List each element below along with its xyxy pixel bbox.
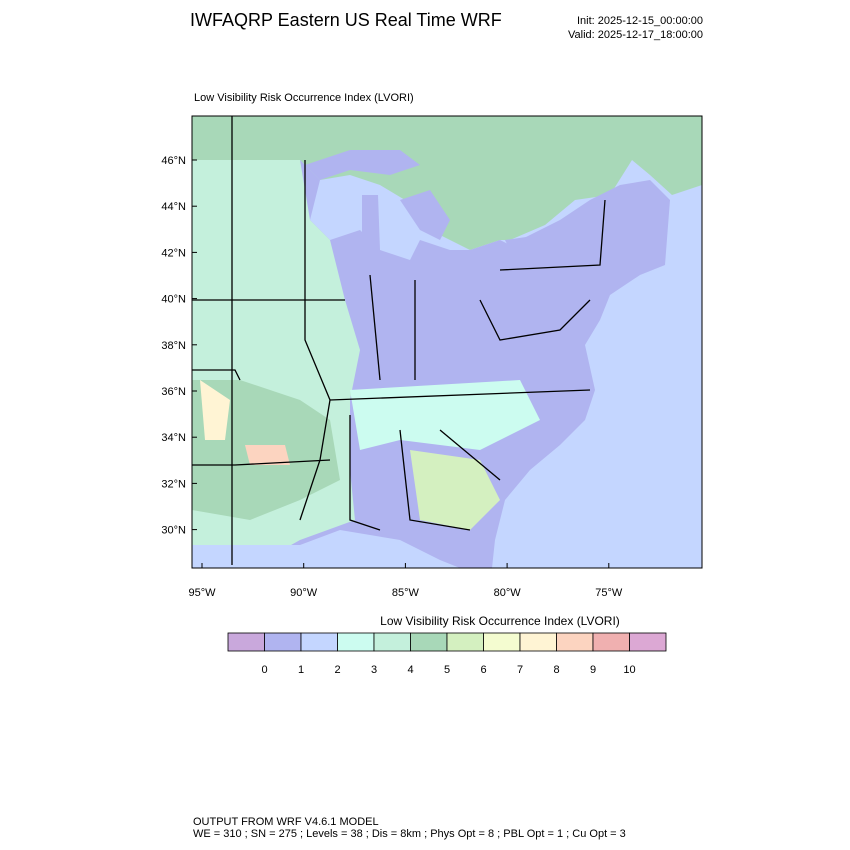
lat-label: 46°N: [161, 155, 186, 167]
lake-erie: [440, 250, 500, 275]
canada: [192, 116, 702, 250]
colorbar-label: 6: [480, 664, 486, 676]
colorbar-box: [227, 632, 265, 652]
highlight: [245, 445, 290, 465]
georgia: [410, 450, 500, 530]
colorbar-label: 0: [261, 664, 267, 676]
state-lines: [192, 116, 606, 565]
colorbar-label: 5: [444, 664, 450, 676]
map-title: Low Visibility Risk Occurrence Index (LV…: [194, 92, 414, 104]
lake-ontario: [505, 235, 545, 250]
colorbar-label: 1: [298, 664, 304, 676]
map-area: [192, 116, 702, 568]
colorbar-label: 7: [517, 664, 523, 676]
colorbar-box: [519, 632, 557, 652]
colorbar-box: [446, 632, 484, 652]
colorbar-box: [483, 632, 521, 652]
colorbar-box: [410, 632, 448, 652]
colorbar-label: 8: [553, 664, 559, 676]
colorbar-label: 9: [590, 664, 596, 676]
gulf: [192, 530, 460, 568]
lat-label: 44°N: [161, 201, 186, 213]
lat-label: 42°N: [161, 247, 186, 259]
lake-michigan: [362, 195, 380, 275]
footer-model: OUTPUT FROM WRF V4.6.1 MODEL: [193, 816, 379, 828]
colorbar-box: [592, 632, 630, 652]
lake-huron: [400, 190, 450, 240]
colorbar-box: [300, 632, 338, 652]
lat-label: 32°N: [161, 478, 186, 490]
lon-label: 85°W: [392, 587, 420, 599]
colorbar-box: [337, 632, 375, 652]
colorbar: 0 1 2 3 4 5 6 7 8 9 10: [227, 632, 667, 676]
lat-label: 40°N: [161, 294, 186, 306]
colorbar-label: 4: [407, 664, 413, 676]
lat-label: 36°N: [161, 386, 186, 398]
lon-label: 75°W: [595, 587, 623, 599]
colorbar-box: [373, 632, 411, 652]
highlight: [200, 380, 230, 440]
lake-superior: [305, 150, 420, 180]
lon-label: 95°W: [188, 587, 216, 599]
lon-label: 90°W: [290, 587, 318, 599]
colorbar-title: Low Visibility Risk Occurrence Index (LV…: [380, 614, 620, 628]
valid-time: Valid: 2025-12-17_18:00:00: [568, 29, 703, 41]
colorbar-label: 3: [371, 664, 377, 676]
map-frame: [191, 115, 703, 569]
lat-label: 38°N: [161, 340, 186, 352]
colorbar-box: [629, 632, 667, 652]
lon-label: 80°W: [494, 587, 522, 599]
lat-label: 34°N: [161, 432, 186, 444]
init-time: Init: 2025-12-15_00:00:00: [577, 15, 703, 27]
colorbar-label: 2: [334, 664, 340, 676]
footer-settings: WE = 310 ; SN = 275 ; Levels = 38 ; Dis …: [193, 828, 626, 840]
colorbar-box: [264, 632, 302, 652]
colorbar-box: [556, 632, 594, 652]
lat-label: 30°N: [161, 525, 186, 537]
figure-title: IWFAQRP Eastern US Real Time WRF: [190, 10, 502, 30]
colorbar-label: 10: [623, 664, 635, 676]
